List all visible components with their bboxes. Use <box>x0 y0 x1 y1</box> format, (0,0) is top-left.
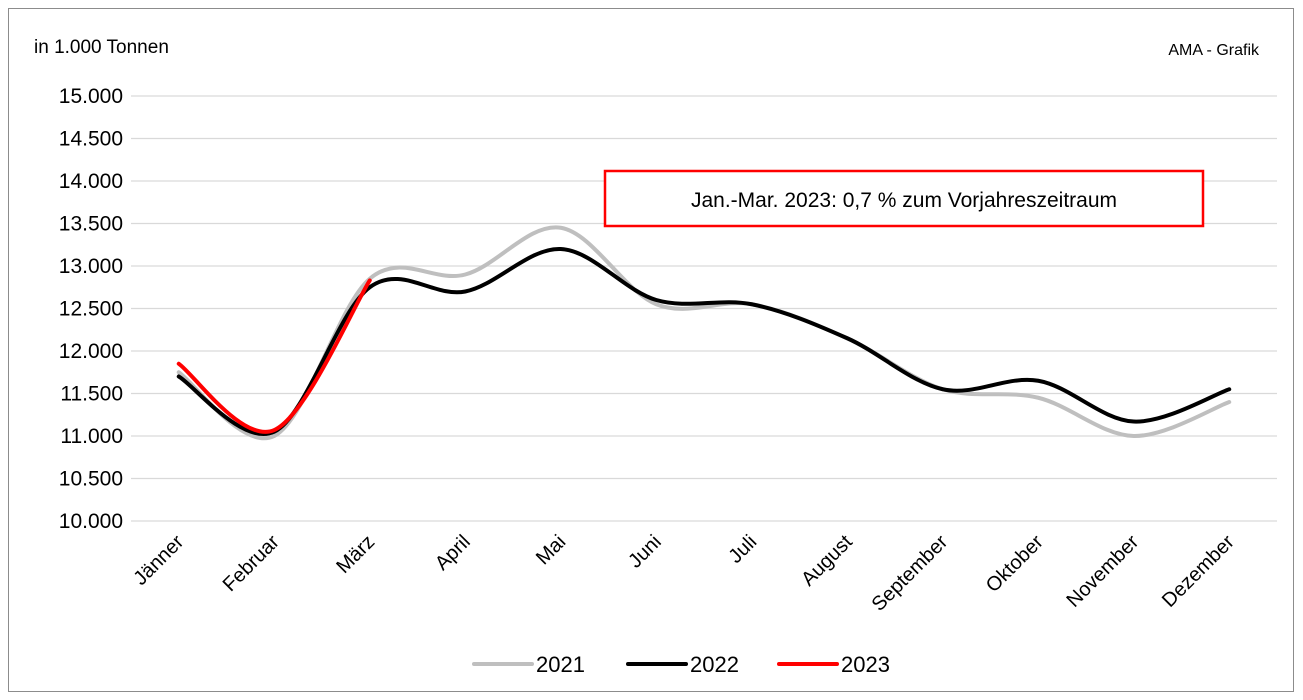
x-tick-label: Februar <box>219 531 284 596</box>
x-tick-label: März <box>332 531 379 578</box>
x-tick-label: August <box>797 531 857 591</box>
x-tick-label: Dezember <box>1158 531 1239 612</box>
y-tick-label: 12.000 <box>59 340 123 363</box>
annotation-text: Jan.-Mar. 2023: 0,7 % zum Vorjahreszeitr… <box>691 189 1117 212</box>
x-tick-label: Juli <box>725 531 762 568</box>
series-lines <box>176 225 1232 441</box>
legend-label-2023: 2023 <box>841 652 890 677</box>
series-line-2023 <box>176 278 372 434</box>
x-axis-ticks: Jänner Februar März April Mai Juni Juli August S… <box>129 531 1239 616</box>
y-tick-label: 14.000 <box>59 170 123 193</box>
y-tick-label: 10.500 <box>59 468 123 491</box>
y-tick-label: 13.000 <box>59 255 123 278</box>
annotation-box: Jan.-Mar. 2023: 0,7 % zum Vorjahreszeitr… <box>603 169 1205 228</box>
x-tick-label: April <box>431 531 475 575</box>
chart-frame: 10.000 10.500 11.000 11.500 12.000 12.500 13.0… <box>8 8 1294 692</box>
y-tick-label: 13.500 <box>59 213 123 236</box>
y-tick-label: 12.500 <box>59 298 123 321</box>
x-tick-label: Jänner <box>129 531 188 590</box>
series-line-2022 <box>176 246 1232 436</box>
y-tick-label: 11.500 <box>60 383 123 406</box>
x-tick-label: Juni <box>624 531 666 573</box>
legend-label-2022: 2022 <box>690 652 739 677</box>
legend-label-2021: 2021 <box>536 652 585 677</box>
y-tick-label: 15.000 <box>59 85 123 108</box>
line-chart: 10.000 10.500 11.000 11.500 12.000 12.500 13.0… <box>34 37 1277 677</box>
y-axis-ticks: 10.000 10.500 11.000 11.500 12.000 12.500 13.0… <box>59 85 123 533</box>
annotation-border <box>603 169 1205 228</box>
y-tick-label: 11.000 <box>60 425 123 448</box>
x-tick-label: Oktober <box>982 531 1048 597</box>
source-label: AMA - Grafik <box>1168 42 1260 59</box>
x-tick-label: Mai <box>532 531 570 569</box>
x-tick-label: November <box>1062 531 1143 612</box>
legend: 2021 2022 2023 <box>472 652 890 677</box>
y-tick-label: 14.500 <box>59 128 123 151</box>
y-unit-label: in 1.000 Tonnen <box>34 37 169 58</box>
y-tick-label: 10.000 <box>59 510 123 533</box>
x-tick-label: September <box>868 531 953 616</box>
